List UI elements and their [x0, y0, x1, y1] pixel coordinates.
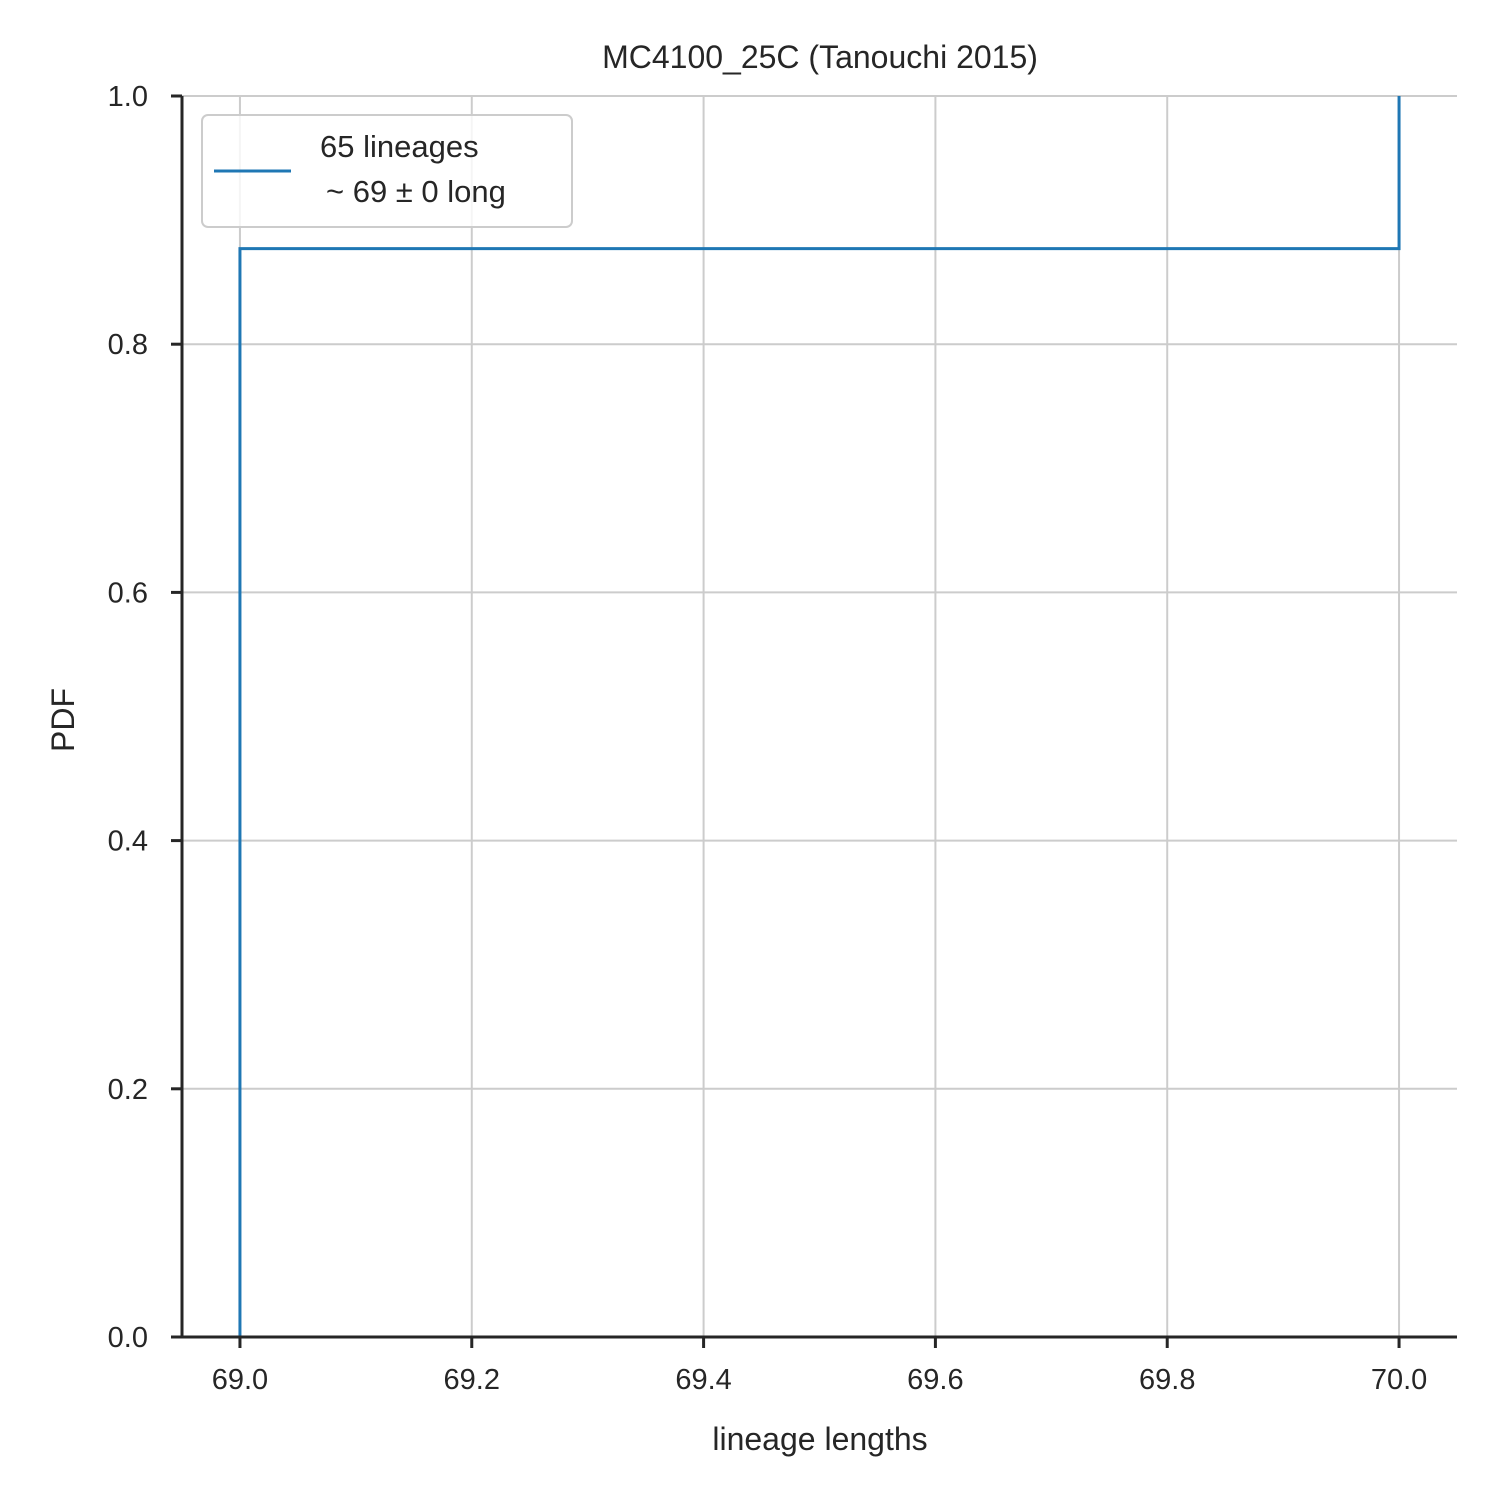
series-layer — [238, 96, 1401, 1337]
x-tick-label: 69.4 — [675, 1364, 731, 1396]
legend-box — [201, 114, 573, 228]
y-tick-label: 0.6 — [108, 577, 148, 609]
x-tick-label: 70.0 — [1371, 1364, 1427, 1396]
x-tick-label: 69.2 — [444, 1364, 500, 1396]
x-tick-label: 69.8 — [1139, 1364, 1195, 1396]
y-axis-label: PDF — [45, 688, 81, 752]
x-tick-label: 69.6 — [907, 1364, 963, 1396]
x-tick-label: 69.0 — [212, 1364, 268, 1396]
x-axis-label: lineage lengths — [712, 1421, 927, 1457]
legend: 65 lineages ~ 69 ± 0 long — [201, 114, 573, 228]
grid-lines — [182, 95, 1457, 1338]
y-tick-label: 0.2 — [108, 1074, 148, 1106]
y-tick-label: 0.8 — [108, 329, 148, 361]
series-line — [238, 96, 1401, 1337]
y-tick-label: 0.4 — [108, 826, 148, 858]
axes — [180, 96, 1457, 1339]
ticks: 69.0 69.2 69.4 69.6 69.8 70.0 0.0 0.2 0.4 0.6 0.8 1… — [108, 81, 1428, 1396]
legend-series-stats: ~ 69 ± 0 long — [326, 174, 506, 209]
legend-series-name: 65 lineages — [320, 129, 479, 164]
y-tick-label: 1.0 — [108, 81, 148, 113]
y-tick-label: 0.0 — [108, 1322, 148, 1354]
chart-title: MC4100_25C (Tanouchi 2015) — [602, 39, 1038, 75]
